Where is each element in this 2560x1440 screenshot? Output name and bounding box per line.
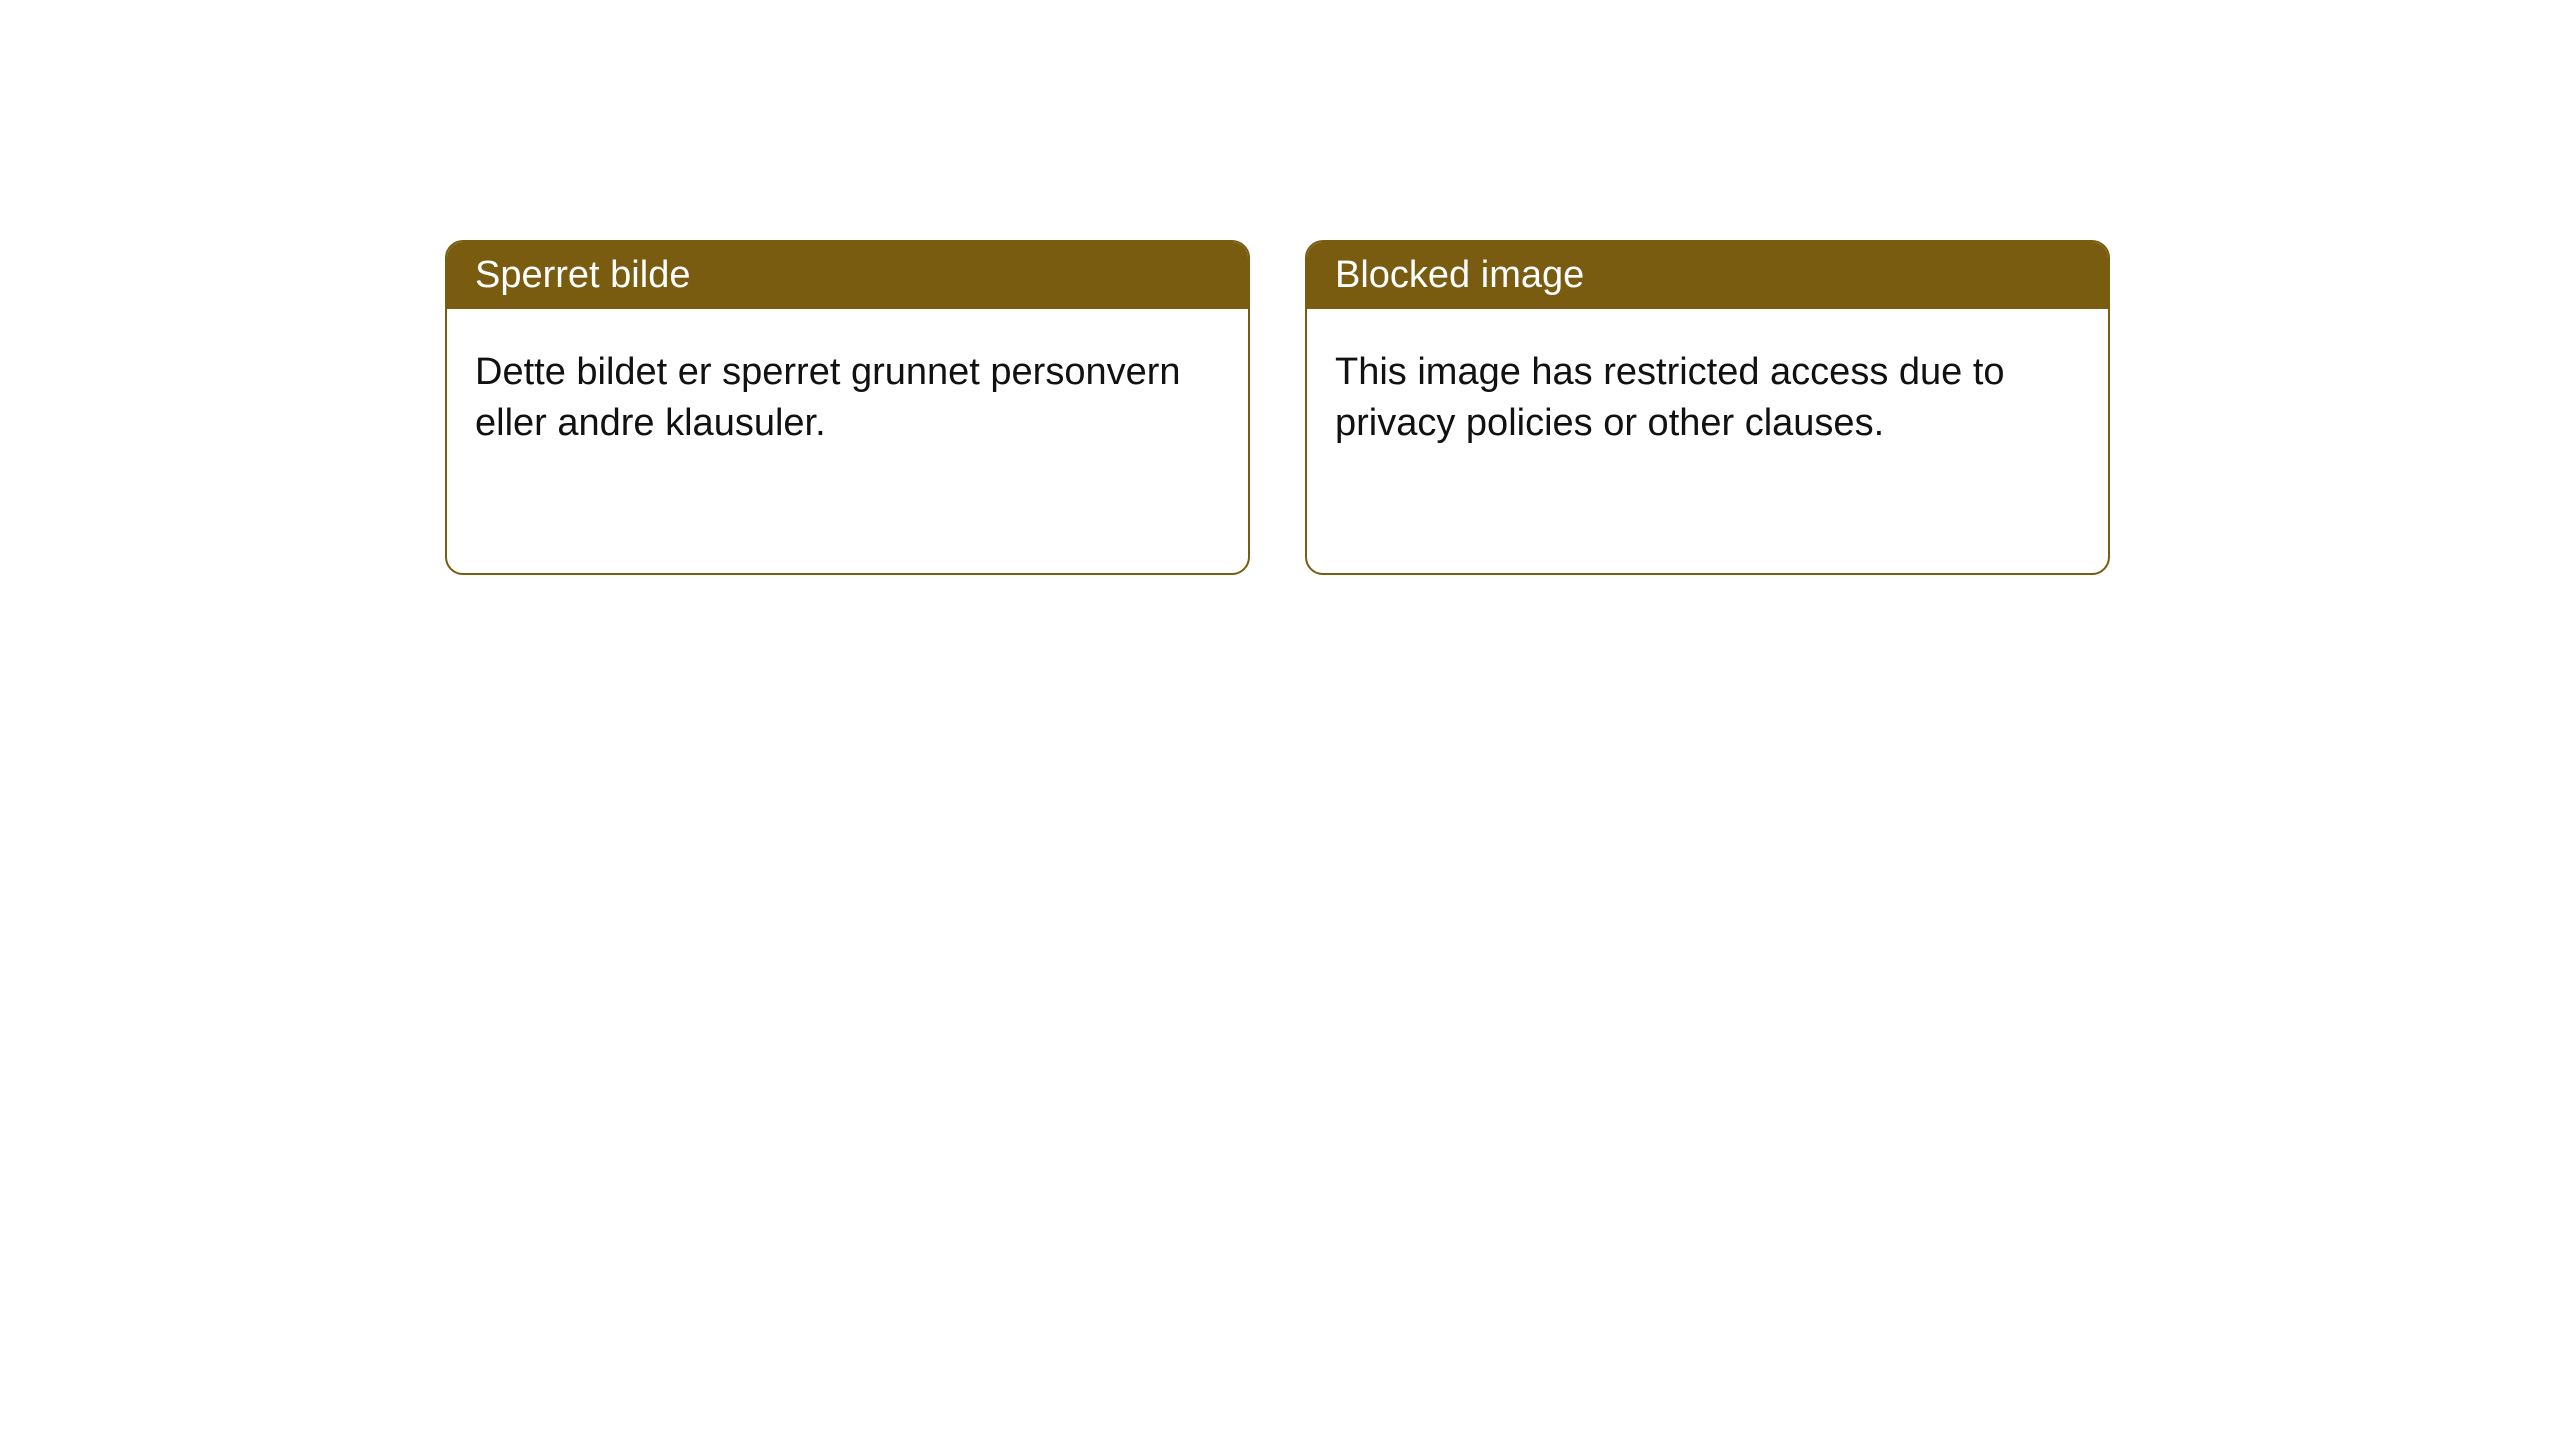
notice-title: Sperret bilde xyxy=(475,254,690,296)
notice-body: Dette bildet er sperret grunnet personve… xyxy=(447,309,1248,488)
notice-body-text: This image has restricted access due to … xyxy=(1335,351,2005,444)
notice-container: Sperret bilde Dette bildet er sperret gr… xyxy=(0,0,2560,575)
notice-header: Blocked image xyxy=(1307,242,2108,309)
notice-body-text: Dette bildet er sperret grunnet personve… xyxy=(475,351,1181,444)
notice-header: Sperret bilde xyxy=(447,242,1248,309)
notice-card-norwegian: Sperret bilde Dette bildet er sperret gr… xyxy=(445,240,1250,575)
notice-body: This image has restricted access due to … xyxy=(1307,309,2108,488)
notice-title: Blocked image xyxy=(1335,254,1584,296)
notice-card-english: Blocked image This image has restricted … xyxy=(1305,240,2110,575)
